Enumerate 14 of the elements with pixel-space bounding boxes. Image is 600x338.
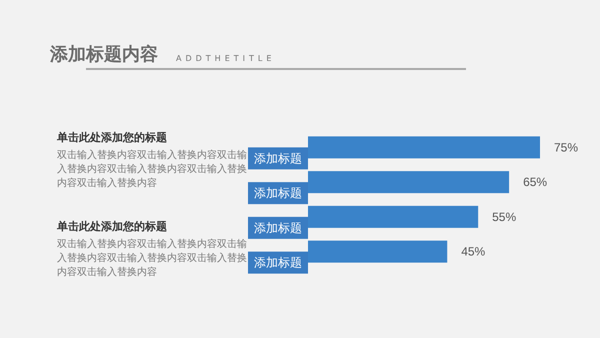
text: ADDTHETITLE xyxy=(176,54,276,63)
data-label: 75% xyxy=(554,140,578,154)
text: 单击此处添加您的标题 xyxy=(57,219,168,234)
y-tick-label: 添加标题 xyxy=(254,256,302,270)
text: 添加标题内容 xyxy=(50,43,158,66)
data-label: 45% xyxy=(461,244,486,259)
text: 双击输入替换内容双击输入替换内容双击输入替换内容双击输入替换内容双击输入替换内容双击输入替换内容 xyxy=(57,238,247,280)
y-tick-label: 添加标题 xyxy=(254,186,302,200)
data-label: 55% xyxy=(492,210,516,224)
data-label: 65% xyxy=(523,175,548,190)
text: 双击输入替换内容双击输入替换内容双击输入替换内容双击输入替换内容双击输入替换内容双击输入替换内容 xyxy=(57,149,247,191)
y-tick-label: 添加标题 xyxy=(254,220,302,235)
text: 单击此处添加您的标题 xyxy=(57,130,168,145)
y-tick-label: 添加标题 xyxy=(254,151,302,166)
